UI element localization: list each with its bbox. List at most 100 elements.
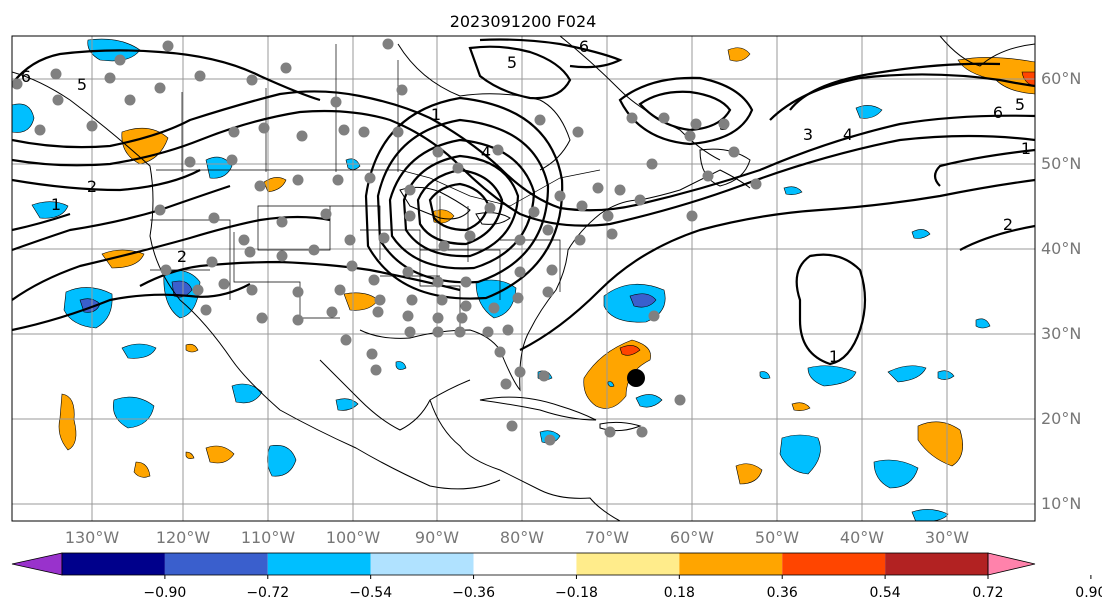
station-dot [184,156,196,168]
station-dot [514,234,526,246]
station-dot [246,74,258,86]
contour-label: 6 [21,67,31,86]
station-dot [674,394,686,406]
station-dot [406,294,418,306]
lon-label: 130°W [65,528,120,547]
contour-lines [12,38,1035,366]
station-dot [104,72,116,84]
station-dot [280,62,292,74]
orange-anomaly-patch [263,177,287,193]
lat-lon-grid [12,36,1035,521]
orange-anomaly-patch [727,47,751,62]
contour-label-group: 1 2 3 4 5 6 1 2 6 5 1 1 2 4 3 6 5 [21,37,1031,366]
station-dot [488,302,500,314]
orange-anomaly-patch [58,393,77,451]
station-dot [554,190,566,202]
red-anomaly-patch [619,345,641,356]
blue-anomaly-patch [759,371,771,379]
lon-label: 40°W [840,528,884,547]
station-dot [402,266,414,278]
station-dot [124,94,136,106]
station-dot [334,284,346,296]
station-dot [460,276,472,288]
station-dot [546,264,558,276]
blue-anomaly-patch [113,396,155,429]
lat-label: 20°N [1041,409,1081,428]
orange-anomaly-patch [205,445,235,464]
station-dot [648,310,660,322]
station-dot [432,326,444,338]
station-dot [244,246,256,258]
station-dot [506,420,518,432]
station-dot [366,348,378,360]
station-dot [702,170,714,182]
station-dot [160,264,172,276]
lon-label: 60°W [670,528,714,547]
blue-anomaly-patch [937,370,955,380]
station-dot [432,276,444,288]
station-dot [296,130,308,142]
colorbar-segment [473,553,577,575]
station-dot [436,294,448,306]
station-dot [338,124,350,136]
contour-label: 5 [1015,95,1025,114]
longitude-labels: 130°W 120°W 110°W 100°W 90°W 80°W 70°W 6… [65,528,969,547]
map-frame [11,35,1036,522]
blue-anomaly-patch [12,103,35,133]
station-dot [690,118,702,130]
station-dot [464,230,476,242]
station-dot [114,54,126,66]
political-borders [150,44,601,330]
station-dot [484,202,496,214]
colorbar-tick-label: 0.90 [1075,585,1102,601]
station-dot [646,158,658,170]
station-dot [392,126,404,138]
contour-label: 2 [1003,215,1013,234]
lat-label: 50°N [1041,154,1081,173]
orange-anomaly-patch [133,461,151,478]
station-dot [332,174,344,186]
contour-label: 6 [579,37,589,56]
station-dot [402,310,414,322]
station-dot [258,122,270,134]
orange-anomaly-patch [735,463,763,485]
station-dot [404,210,416,222]
station-dot [452,162,464,174]
colorbar-ticks: −0.90 −0.72 −0.54 −0.36 −0.18 0.18 0.36 0.54 0.7… [143,575,1102,601]
station-dots [12,38,762,446]
station-dot [330,96,342,108]
blue-anomaly-patch [635,394,663,408]
blue-anomaly-patch [783,186,803,195]
lat-label: 60°N [1041,69,1081,88]
contour-label: 5 [507,53,517,72]
greenland-coastline [939,36,1035,67]
colorbar-segment [164,553,268,575]
station-dot [340,334,352,346]
station-dot [492,144,504,156]
station-dot [750,178,762,190]
station-dot [626,112,638,124]
station-dot [308,244,320,256]
station-dot [404,326,416,338]
lon-label: 100°W [326,528,381,547]
blue-anomaly-patch [395,361,407,370]
station-dot [292,286,304,298]
station-dot [34,124,46,136]
station-dot [636,426,648,438]
blue-anomaly-patch [911,229,931,239]
contour-label: 1 [1021,139,1031,158]
station-dot [456,312,468,324]
station-dot [500,378,512,390]
colorbar-segment [62,553,165,575]
central-america-coastline [429,399,621,521]
station-dot [292,314,304,326]
lon-label: 30°W [925,528,969,547]
station-dot [544,434,556,446]
station-dot [658,112,670,124]
station-dot [372,306,384,318]
colorbar-segment [576,553,680,575]
station-dot [528,206,540,218]
station-dot [538,370,550,382]
station-dot [574,234,586,246]
